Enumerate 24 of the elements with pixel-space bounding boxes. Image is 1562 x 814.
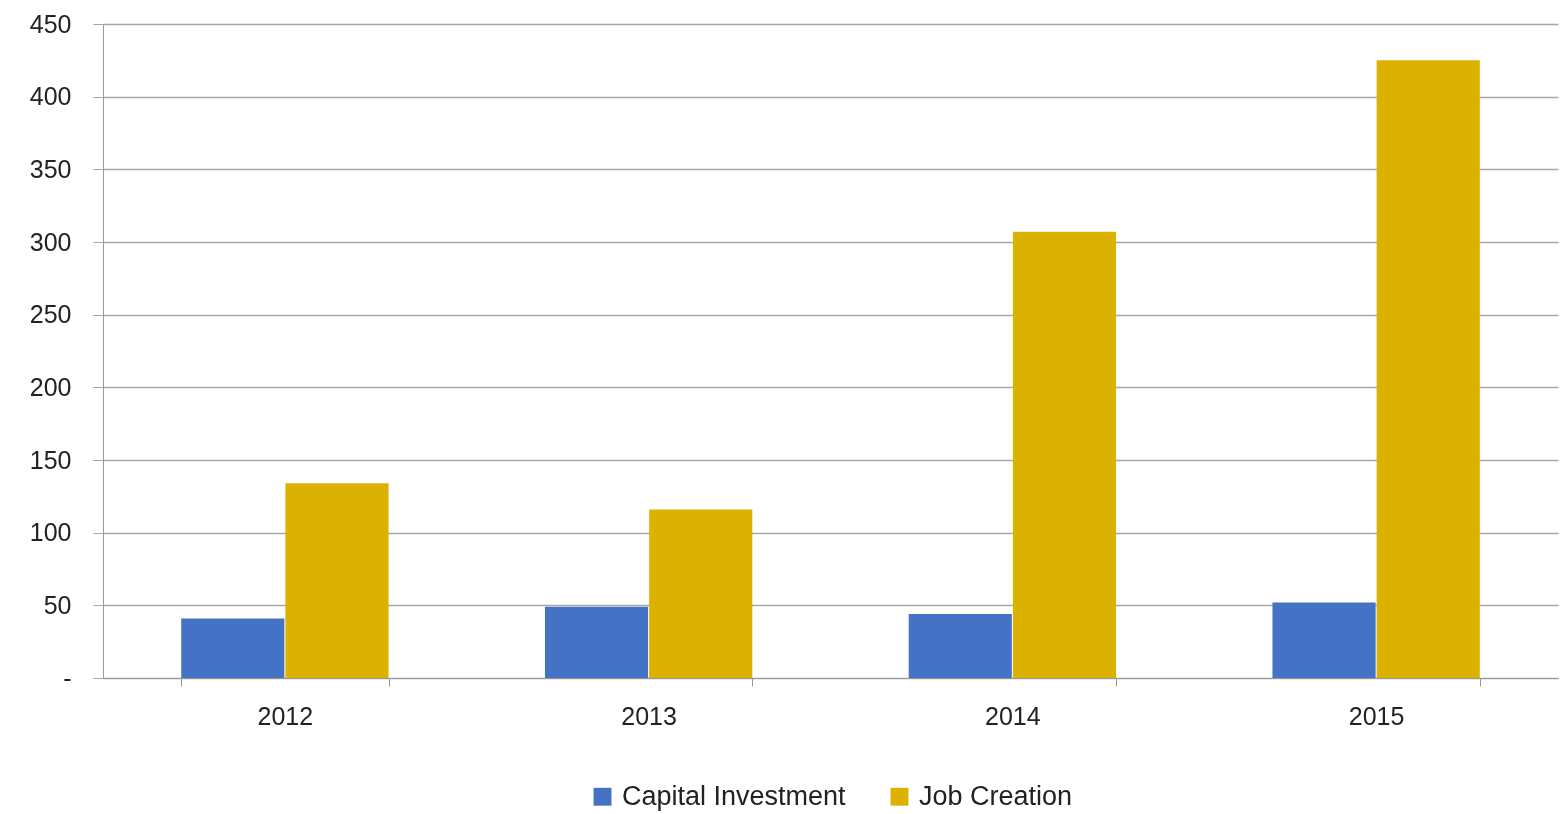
y-tick-label: 50 bbox=[43, 590, 72, 619]
bar bbox=[1272, 602, 1376, 678]
y-tick-label: 350 bbox=[29, 154, 72, 183]
bar bbox=[285, 483, 389, 678]
bar bbox=[181, 618, 285, 678]
legend-label: Job Creation bbox=[919, 780, 1073, 811]
y-tick-label: - bbox=[63, 663, 72, 692]
y-tick-label: 250 bbox=[29, 300, 72, 329]
x-tick-label: 2015 bbox=[1348, 701, 1405, 730]
x-tick-label: 2012 bbox=[257, 701, 314, 730]
bar bbox=[1012, 231, 1117, 678]
bar bbox=[908, 614, 1012, 678]
y-tick-label: 450 bbox=[29, 9, 72, 38]
y-tick-label: 300 bbox=[29, 227, 72, 256]
y-tick-label: 400 bbox=[29, 82, 72, 111]
x-tick-label: 2014 bbox=[985, 701, 1041, 730]
y-tick-label: 150 bbox=[29, 445, 72, 474]
bar bbox=[544, 606, 649, 678]
y-tick-label: 200 bbox=[29, 372, 72, 401]
bar bbox=[649, 509, 753, 678]
x-tick-label: 2013 bbox=[621, 701, 677, 730]
legend-label: Capital Investment bbox=[622, 780, 847, 811]
bar bbox=[1376, 60, 1480, 678]
y-tick-label: 100 bbox=[29, 518, 72, 547]
